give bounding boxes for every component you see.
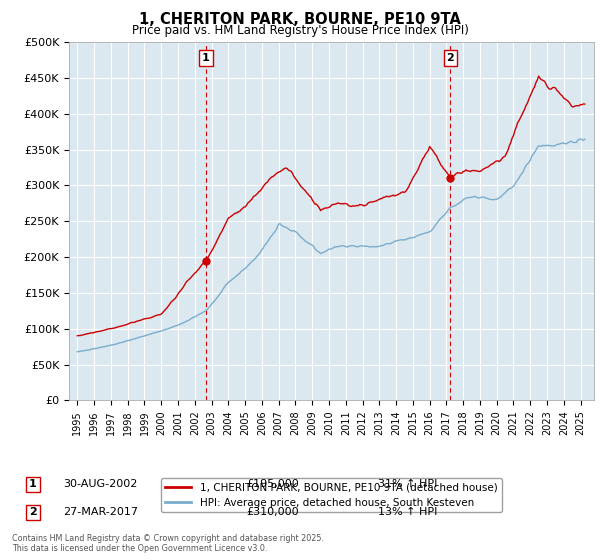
Text: 27-MAR-2017: 27-MAR-2017 (63, 507, 138, 517)
Text: £195,000: £195,000 (246, 479, 299, 489)
Text: £310,000: £310,000 (246, 507, 299, 517)
Text: 30-AUG-2002: 30-AUG-2002 (63, 479, 137, 489)
Text: 31% ↑ HPI: 31% ↑ HPI (378, 479, 437, 489)
Text: 2: 2 (446, 53, 454, 63)
Text: 2: 2 (29, 507, 37, 517)
Text: 1: 1 (29, 479, 37, 489)
Text: 1: 1 (202, 53, 210, 63)
Text: 13% ↑ HPI: 13% ↑ HPI (378, 507, 437, 517)
Text: Price paid vs. HM Land Registry's House Price Index (HPI): Price paid vs. HM Land Registry's House … (131, 24, 469, 36)
Text: 1, CHERITON PARK, BOURNE, PE10 9TA: 1, CHERITON PARK, BOURNE, PE10 9TA (139, 12, 461, 27)
Text: Contains HM Land Registry data © Crown copyright and database right 2025.
This d: Contains HM Land Registry data © Crown c… (12, 534, 324, 553)
Legend: 1, CHERITON PARK, BOURNE, PE10 9TA (detached house), HPI: Average price, detache: 1, CHERITON PARK, BOURNE, PE10 9TA (deta… (161, 478, 502, 512)
